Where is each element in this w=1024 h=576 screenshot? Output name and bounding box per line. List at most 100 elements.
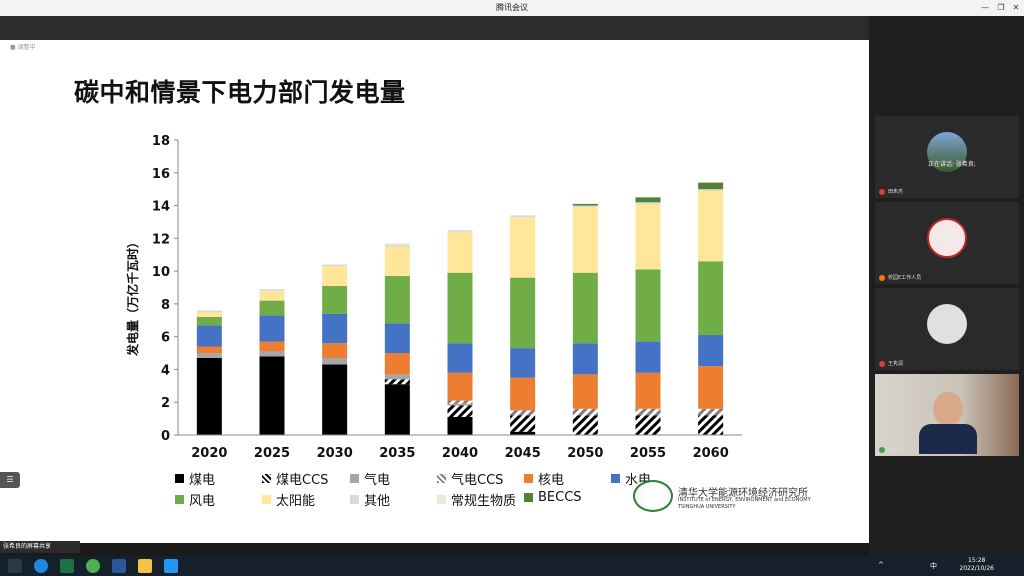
- word-icon[interactable]: [112, 559, 126, 573]
- tencent-meeting-icon[interactable]: [164, 559, 178, 573]
- close-icon[interactable]: ✕: [1012, 3, 1020, 12]
- user-icon: [879, 274, 885, 281]
- x-tick-label: 2050: [567, 446, 603, 461]
- participant-tile[interactable]: 王隽润: [875, 288, 1019, 370]
- legend-swatch: [262, 495, 271, 504]
- bar-segment: [698, 335, 724, 367]
- participant-tile[interactable]: 校园E工作人员: [875, 202, 1019, 284]
- legend-item: 煤电CCS: [262, 469, 328, 488]
- bar-segment: [635, 203, 661, 270]
- bar-segment: [259, 351, 285, 357]
- show-hidden-icons-icon[interactable]: ^: [878, 561, 884, 569]
- bar-segment: [698, 189, 724, 191]
- clock[interactable]: 15:28 2022/10/26: [959, 557, 994, 573]
- bar-segment: [510, 348, 536, 378]
- bar-segment: [698, 415, 724, 435]
- speaker-face: [933, 392, 963, 426]
- mic-muted-icon: [879, 188, 885, 195]
- bar-segment: [635, 372, 661, 409]
- bar-segment: [259, 341, 285, 352]
- bar-segment: [635, 202, 661, 204]
- institute-university: TSINGHUA UNIVERSITY: [678, 504, 736, 510]
- legend-swatch: [611, 474, 620, 483]
- wechat-icon[interactable]: [86, 559, 100, 573]
- bar-segment: [322, 343, 348, 358]
- start-icon[interactable]: [8, 559, 22, 573]
- participant-name: 张希良: [888, 447, 904, 453]
- bar-segment: [635, 341, 661, 373]
- legend-swatch: [437, 474, 446, 483]
- bar-segment: [572, 203, 598, 206]
- legend-swatch: [524, 493, 533, 502]
- bar-segment: [447, 416, 473, 435]
- bar-segment: [510, 415, 536, 432]
- restore-icon[interactable]: ❐: [997, 3, 1005, 12]
- y-axis: 0 2 4 6 8 10 12 14 16 18: [152, 134, 179, 444]
- participant-tile[interactable]: 田朱杰: [875, 116, 1019, 198]
- bar-segment: [196, 312, 222, 317]
- windows-taskbar: ^ 中 15:28 2022/10/26: [0, 556, 1024, 576]
- bar-segment: [196, 346, 222, 354]
- x-tick-label: 2020: [191, 446, 227, 461]
- legend-item: BECCS: [524, 490, 582, 505]
- bar-segment: [384, 353, 410, 375]
- bar-segment: [447, 372, 473, 401]
- slide-title: 碳中和情景下电力部门发电量: [74, 78, 406, 107]
- bar-segment: [259, 315, 285, 342]
- bar-segment: [447, 231, 473, 273]
- y-tick-label: 18: [152, 134, 170, 149]
- bar-segment: [384, 246, 410, 277]
- minimize-icon[interactable]: —: [981, 3, 989, 12]
- legend-label: 风电: [189, 494, 216, 509]
- avatar: [927, 132, 967, 172]
- participant-name: 田朱杰: [888, 189, 904, 195]
- bar-segment: [259, 290, 285, 301]
- legend-item: 气电CCS: [437, 469, 503, 488]
- legend-item: 风电: [175, 490, 215, 509]
- bar-segment: [572, 343, 598, 375]
- legend-swatch: [437, 495, 446, 504]
- institute-name-cn: 清华大学能源环境经济研究所: [678, 488, 808, 499]
- bar-segment: [510, 377, 536, 411]
- screen-share-label: 张希良的屏幕共享: [0, 541, 80, 553]
- y-tick-label: 10: [152, 265, 170, 280]
- stacked-bar-chart: 0 2 4 6 8 10 12 14 16 18 2020 2025 2030 2035 2040 2045…: [125, 134, 742, 461]
- bar-segment: [572, 272, 598, 344]
- excel-icon[interactable]: [60, 559, 74, 573]
- y-tick-label: 6: [161, 331, 170, 346]
- legend-label: 煤电CCS: [276, 473, 329, 488]
- bar-segment: [635, 269, 661, 342]
- bar-segment: [384, 323, 410, 354]
- participant-panel: [869, 16, 1024, 556]
- bar-segment: [259, 289, 285, 291]
- toolbar-toggle-button[interactable]: ☰: [0, 472, 20, 488]
- bar-segment: [384, 244, 410, 247]
- legend-item: 其他: [350, 490, 390, 509]
- y-tick-label: 14: [152, 200, 170, 215]
- window-title: 腾讯会议: [496, 3, 528, 12]
- bar-segment: [447, 230, 473, 232]
- bar-segment: [572, 415, 598, 435]
- edge-icon[interactable]: [34, 559, 48, 573]
- x-tick-label: 2030: [317, 446, 353, 461]
- mic-active-icon: [879, 446, 885, 453]
- bar-segment: [196, 317, 222, 326]
- bar-segment: [698, 366, 724, 409]
- bar-segment: [510, 431, 536, 435]
- ime-indicator[interactable]: 中: [930, 562, 937, 570]
- bar-segment: [384, 374, 410, 380]
- bar-segment: [510, 215, 536, 218]
- bar-segment: [698, 261, 724, 336]
- participant-video-tile[interactable]: 张希良: [875, 374, 1019, 456]
- bar-segment: [447, 400, 473, 404]
- speaker-body: [919, 424, 977, 454]
- file-explorer-icon[interactable]: [138, 559, 152, 573]
- y-axis-label: 发电量（万亿千瓦时）: [125, 236, 140, 357]
- bar-segment: [447, 403, 473, 406]
- bar-segment: [322, 266, 348, 286]
- bar-segment: [259, 356, 285, 435]
- legend-item: 煤电: [175, 469, 215, 488]
- bar-segment: [635, 408, 661, 416]
- y-tick-label: 2: [161, 396, 170, 411]
- bar-segment: [384, 379, 410, 385]
